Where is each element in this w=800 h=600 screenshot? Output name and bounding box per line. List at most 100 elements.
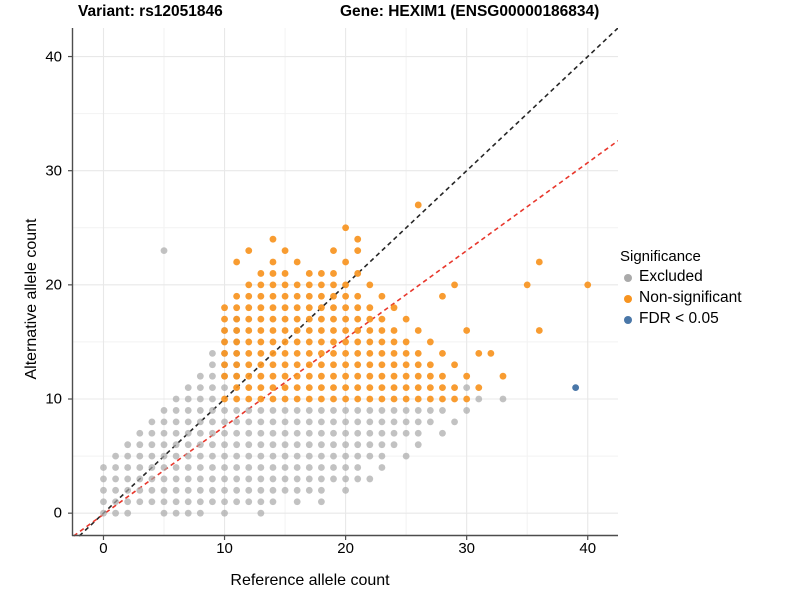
data-point [366, 361, 374, 369]
data-point [281, 418, 289, 426]
data-point [378, 418, 386, 426]
data-point [209, 384, 216, 391]
data-point [221, 372, 228, 380]
data-point [317, 464, 325, 471]
data-point [366, 441, 374, 449]
data-point [136, 486, 144, 494]
data-point [269, 498, 277, 506]
data-point [330, 441, 337, 449]
data-point [354, 372, 362, 380]
data-point [354, 452, 362, 460]
data-point [209, 418, 216, 426]
data-point [342, 338, 350, 346]
data-point [221, 464, 228, 471]
data-point [426, 372, 434, 380]
data-point [402, 418, 410, 426]
data-point [221, 315, 228, 323]
data-point [330, 475, 337, 483]
data-point [330, 452, 337, 460]
data-point [354, 235, 362, 243]
data-point [257, 327, 265, 334]
data-point [196, 384, 204, 391]
data-point [257, 304, 265, 312]
data-point [257, 384, 265, 391]
data-point [305, 384, 313, 391]
data-point [245, 281, 253, 289]
legend-item[interactable]: Non-significant [620, 287, 798, 308]
data-point [233, 429, 241, 437]
data-point [317, 452, 325, 460]
data-point [330, 395, 337, 403]
data-point [342, 349, 350, 357]
data-point [124, 498, 132, 506]
data-point [184, 498, 192, 506]
data-point [378, 361, 386, 369]
data-point [196, 509, 204, 517]
data-point [281, 270, 289, 277]
identity-line [78, 28, 618, 537]
figure-title-row: Variant: rs12051846 Gene: HEXIM1 (ENSG00… [0, 0, 800, 26]
gene-title: Gene: HEXIM1 (ENSG00000186834) [340, 3, 600, 20]
data-point [269, 292, 277, 300]
data-point [317, 327, 325, 334]
legend-item[interactable]: FDR < 0.05 [620, 308, 798, 329]
legend-item[interactable]: Excluded [620, 266, 798, 287]
data-point [172, 486, 180, 494]
legend-point-icon [620, 290, 636, 306]
data-point [172, 464, 180, 471]
data-point [184, 452, 192, 460]
x-tick-label: 0 [99, 540, 108, 557]
data-point [209, 464, 216, 471]
data-point [293, 395, 301, 403]
data-point [293, 315, 301, 323]
y-tick-label: 40 [45, 48, 62, 66]
data-point [414, 384, 422, 391]
data-point [330, 429, 337, 437]
data-point [305, 281, 313, 289]
data-point [281, 452, 289, 460]
data-point [160, 441, 168, 449]
legend-item-label: FDR < 0.05 [639, 309, 719, 327]
data-point [475, 384, 483, 391]
data-point [342, 486, 350, 494]
data-point [233, 338, 241, 346]
data-point [100, 475, 107, 483]
data-point [100, 464, 107, 471]
data-point [342, 441, 350, 449]
data-point [426, 361, 434, 369]
data-point [257, 338, 265, 346]
data-point [221, 441, 228, 449]
data-point [293, 486, 301, 494]
data-point [330, 361, 337, 369]
data-point [269, 338, 277, 346]
legend-title: Significance [620, 248, 701, 265]
data-point [378, 338, 386, 346]
data-point [402, 452, 410, 460]
data-point [499, 395, 507, 403]
data-point [221, 395, 228, 403]
data-point [245, 418, 253, 426]
data-point [269, 327, 277, 334]
data-point [342, 475, 350, 483]
data-point [257, 281, 265, 289]
data-point [305, 395, 313, 403]
data-point [414, 429, 422, 437]
data-point [305, 315, 313, 323]
data-point [221, 304, 228, 312]
legend-item-list: Excluded Non-significant FDR < 0.05 [620, 266, 798, 329]
data-point [269, 304, 277, 312]
data-point [184, 464, 192, 471]
data-point [136, 498, 144, 506]
data-point [317, 304, 325, 312]
data-point [499, 372, 507, 380]
data-point [317, 361, 325, 369]
data-point [402, 395, 410, 403]
data-point [293, 418, 301, 426]
data-point [281, 304, 289, 312]
y-tick-label: 30 [45, 162, 62, 180]
data-point [269, 349, 277, 357]
data-point [366, 327, 374, 334]
data-point [317, 486, 325, 494]
data-point [148, 498, 156, 506]
data-point [245, 338, 253, 346]
